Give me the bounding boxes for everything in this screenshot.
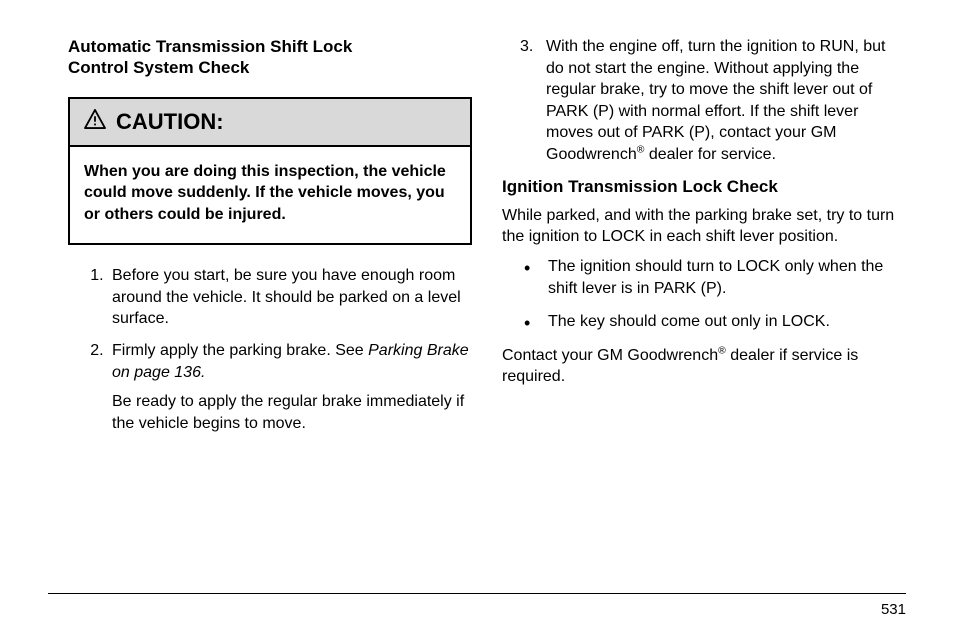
bullet-item-2: The key should come out only in LOCK. xyxy=(542,311,906,333)
page-number: 531 xyxy=(881,601,906,618)
caution-label: CAUTION: xyxy=(116,109,224,135)
caution-header: CAUTION: xyxy=(70,99,470,147)
heading-line-2: Control System Check xyxy=(68,58,249,77)
bullet-2-text: The key should come out only in LOCK. xyxy=(548,313,830,330)
caution-box: CAUTION: When you are doing this inspect… xyxy=(68,97,472,246)
bullet-1-text: The ignition should turn to LOCK only wh… xyxy=(548,258,883,297)
closing-text: Contact your GM Goodwrench® dealer if se… xyxy=(502,345,906,388)
bullet-item-1: The ignition should turn to LOCK only wh… xyxy=(542,256,906,299)
closing-text-a: Contact your GM Goodwrench xyxy=(502,347,718,364)
warning-triangle-icon xyxy=(84,109,106,135)
step-1-text: Before you start, be sure you have enoug… xyxy=(112,267,461,327)
ignition-lock-bullets: The ignition should turn to LOCK only wh… xyxy=(502,256,906,333)
registered-mark-2: ® xyxy=(718,345,726,356)
step-3-text-b: dealer for service. xyxy=(644,146,776,163)
manual-page: Automatic Transmission Shift Lock Contro… xyxy=(0,0,954,636)
caution-body-text: When you are doing this inspection, the … xyxy=(70,147,470,244)
procedure-steps-right: With the engine off, turn the ignition t… xyxy=(502,36,906,166)
step-1: Before you start, be sure you have enoug… xyxy=(108,265,472,330)
procedure-steps-left: Before you start, be sure you have enoug… xyxy=(68,265,472,434)
left-column: Automatic Transmission Shift Lock Contro… xyxy=(68,36,472,444)
step-3-text-a: With the engine off, turn the ignition t… xyxy=(546,38,885,163)
two-column-layout: Automatic Transmission Shift Lock Contro… xyxy=(68,36,906,444)
right-column: With the engine off, turn the ignition t… xyxy=(502,36,906,444)
step-3: With the engine off, turn the ignition t… xyxy=(542,36,906,166)
section-heading-shift-lock: Automatic Transmission Shift Lock Contro… xyxy=(68,36,472,79)
footer-rule xyxy=(48,593,906,594)
step-2: Firmly apply the parking brake. See Park… xyxy=(108,340,472,434)
section-heading-ignition-lock: Ignition Transmission Lock Check xyxy=(502,176,906,197)
step-2-text-a: Firmly apply the parking brake. See xyxy=(112,342,368,359)
heading-line-1: Automatic Transmission Shift Lock xyxy=(68,37,352,56)
step-2-subtext: Be ready to apply the regular brake imme… xyxy=(112,391,472,434)
ignition-lock-para: While parked, and with the parking brake… xyxy=(502,205,906,248)
